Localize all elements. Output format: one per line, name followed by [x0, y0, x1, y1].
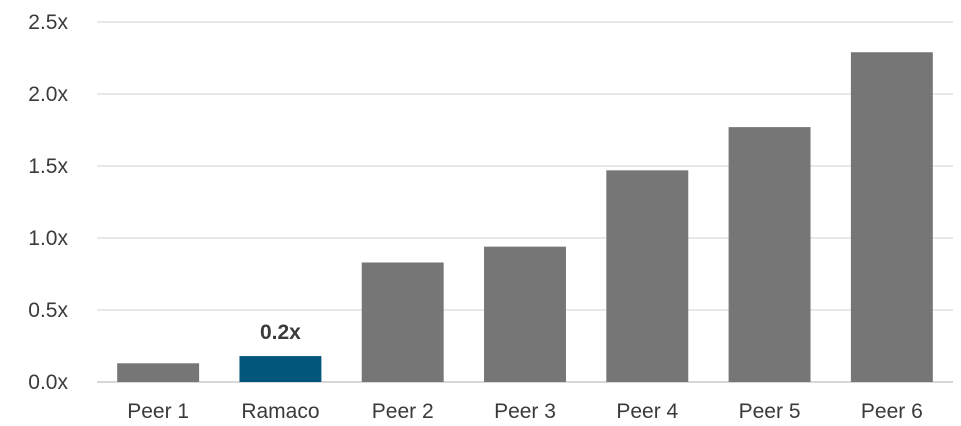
data-labels: 0.2x	[260, 321, 301, 344]
x-category-label: Peer 6	[861, 400, 923, 423]
y-tick-label: 0.0x	[28, 371, 68, 394]
bar-peer-1	[117, 363, 200, 382]
y-tick-label: 2.0x	[28, 83, 68, 106]
y-tick-label: 0.5x	[28, 299, 68, 322]
bars	[117, 52, 933, 383]
x-category-label: Peer 3	[494, 400, 556, 423]
bar-peer-3	[484, 246, 566, 382]
x-category-label: Ramaco	[241, 400, 319, 423]
bar-ramaco	[239, 356, 322, 382]
y-axis-tick-labels: 0.0x 0.5x 1.0x 1.5x 2.0x 2.5x	[28, 11, 68, 394]
y-tick-label: 1.0x	[28, 227, 68, 250]
y-tick-label: 2.5x	[28, 11, 68, 34]
x-category-label: Peer 2	[372, 400, 434, 423]
x-category-label: Peer 4	[616, 400, 678, 423]
x-axis-category-labels: Peer 1 Ramaco Peer 2 Peer 3 Peer 4 Peer 5 Peer…	[127, 400, 923, 423]
bar-peer-5	[728, 127, 811, 383]
x-category-label: Peer 1	[127, 400, 189, 423]
bar-peer-4	[606, 170, 689, 382]
bar-peer-2	[361, 262, 444, 382]
x-category-label: Peer 5	[739, 400, 801, 423]
data-label: 0.2x	[260, 321, 301, 344]
y-tick-label: 1.5x	[28, 155, 68, 178]
bar-peer-6	[850, 52, 933, 383]
